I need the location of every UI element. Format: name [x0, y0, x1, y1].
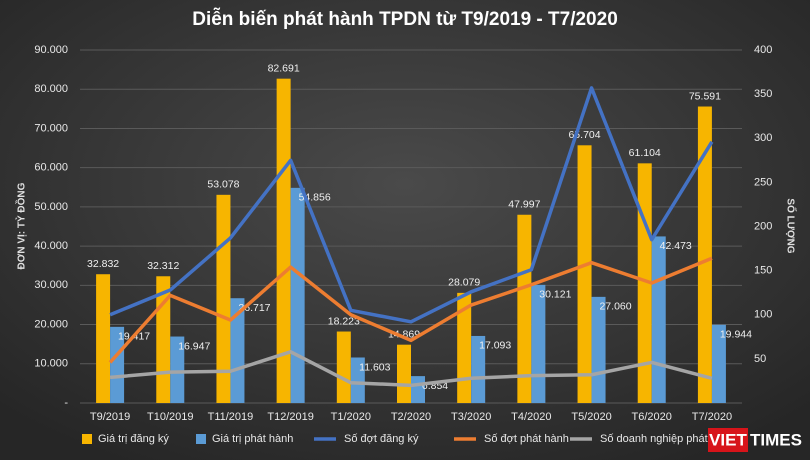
data-label: 75.591: [689, 90, 721, 102]
y-tick-label: 60.000: [34, 162, 68, 174]
data-label: 42.473: [660, 240, 692, 252]
y2-tick-label: 200: [754, 220, 772, 232]
y-axis-label: ĐƠN VỊ: TỶ ĐỒNG: [15, 182, 28, 269]
x-tick-label: T10/2019: [147, 411, 193, 423]
data-label: 32.312: [147, 260, 179, 272]
bar: [697, 106, 712, 404]
bar: [397, 344, 411, 403]
y2-tick-label: 50: [754, 353, 766, 365]
y2-tick-label: 250: [754, 176, 772, 188]
y-tick-label: 80.000: [34, 83, 68, 95]
y2-tick-label: 400: [754, 44, 772, 56]
data-label: 82.691: [268, 62, 300, 74]
data-label: 53.078: [207, 179, 239, 191]
data-label: 32.832: [87, 258, 119, 270]
bar: [276, 78, 291, 404]
x-tick-label: T2/2020: [391, 411, 431, 423]
y-tick-label: 40.000: [34, 240, 68, 252]
bar: [591, 296, 606, 403]
bar: [230, 298, 245, 403]
bar: [336, 331, 351, 403]
chart-title: Diễn biến phát hành TPDN từ T9/2019 - T7…: [192, 8, 618, 30]
bar: [350, 357, 365, 403]
y-tick-label: 30.000: [34, 279, 68, 291]
bar: [471, 335, 486, 403]
legend-label: Số đợt phát hành: [484, 433, 569, 445]
bar: [290, 187, 305, 403]
x-tick-label: T5/2020: [571, 411, 611, 423]
data-label: 14.869: [388, 328, 420, 340]
bar: [637, 163, 652, 403]
line: [109, 86, 714, 324]
data-label: 11.603: [359, 361, 390, 373]
y-tick-label: 90.000: [34, 44, 68, 56]
legend-swatch: [82, 434, 92, 444]
y-tick-label: 20.000: [34, 318, 68, 330]
y-tick-label: 50.000: [34, 201, 68, 213]
bar: [531, 284, 546, 403]
data-label: 27.060: [599, 301, 631, 313]
bar: [517, 214, 532, 403]
bar: [577, 145, 592, 403]
y-tick-label: 10.000: [34, 358, 68, 370]
legend-label: Giá trị đăng ký: [98, 433, 169, 445]
data-label: 30.121: [539, 289, 571, 301]
x-tick-label: T12/2019: [267, 411, 313, 423]
line: [109, 350, 713, 388]
y-tick-label: 70.000: [34, 122, 68, 134]
bar: [96, 274, 111, 403]
x-tick-label: T6/2020: [632, 411, 672, 423]
watermark-box: [708, 428, 748, 452]
legend-label: Số doanh nghiệp phát hành: [600, 433, 735, 445]
y2-tick-label: 100: [754, 309, 772, 321]
bar: [651, 236, 666, 403]
x-tick-label: T11/2019: [208, 411, 254, 423]
x-tick-label: T1/2020: [331, 411, 371, 423]
bar: [711, 324, 726, 403]
bar: [457, 292, 472, 403]
y2-tick-label: 350: [754, 88, 772, 100]
x-tick-label: T4/2020: [511, 411, 551, 423]
y2-tick-label: 150: [754, 265, 772, 277]
y2-axis-label: SỐ LƯỢNG: [784, 198, 798, 253]
data-label: 47.997: [508, 199, 540, 211]
data-label: 17.093: [479, 340, 511, 352]
legend-label: Giá trị phát hành: [212, 433, 293, 445]
watermark: VIET TIMES: [708, 428, 802, 452]
data-label: 61.104: [629, 147, 661, 159]
line: [108, 256, 713, 364]
y-tick-label: -: [64, 397, 68, 409]
legend-label: Số đợt đăng ký: [344, 433, 419, 445]
data-label: 19.944: [720, 329, 752, 341]
watermark-text: VIET: [709, 430, 747, 449]
data-label: 16.947: [178, 340, 210, 352]
x-tick-label: T7/2020: [692, 411, 732, 423]
bar: [170, 336, 185, 403]
watermark-text: TIMES: [750, 430, 802, 449]
x-tick-label: T9/2019: [90, 411, 130, 423]
data-label: 28.079: [448, 277, 480, 289]
bar: [110, 326, 125, 403]
x-tick-label: T3/2020: [451, 411, 491, 423]
legend-swatch: [196, 434, 206, 444]
y2-tick-label: 300: [754, 132, 772, 144]
data-label: 18.223: [328, 315, 360, 327]
